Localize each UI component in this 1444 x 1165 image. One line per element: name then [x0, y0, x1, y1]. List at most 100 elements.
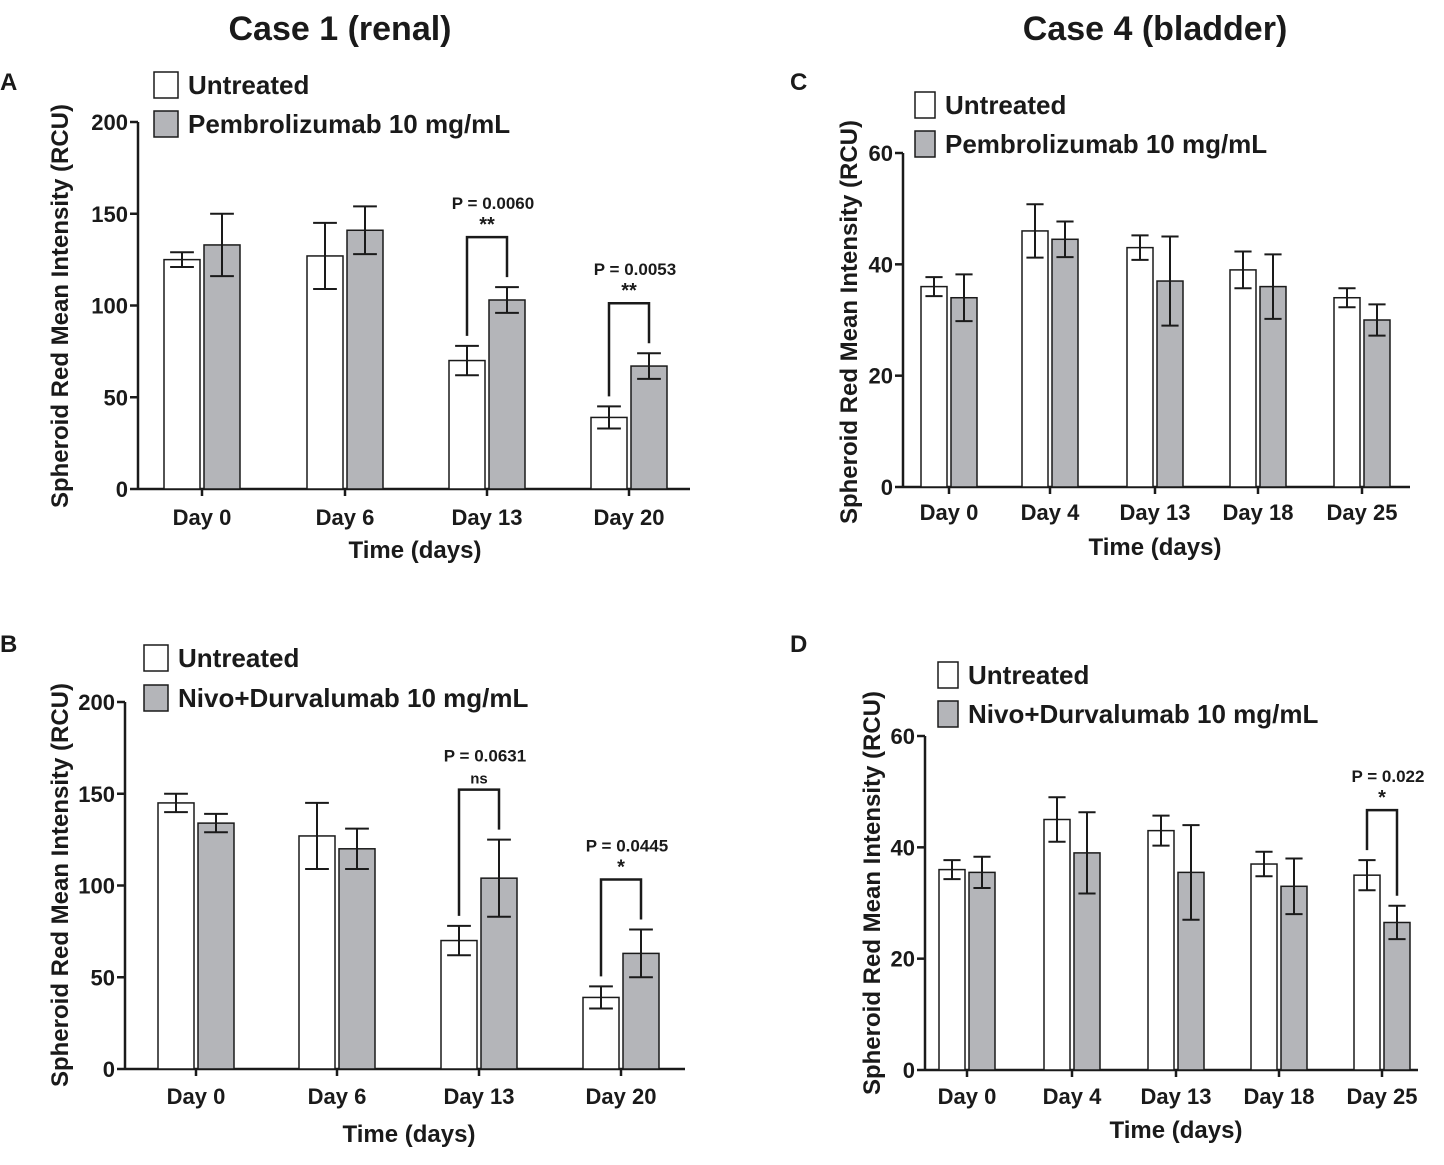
error-bar [313, 221, 337, 290]
bar-untreated [1333, 296, 1361, 488]
y-tick-label: 0 [903, 1058, 915, 1083]
error-bar [487, 838, 511, 918]
x-axis-label: Time (days) [1089, 534, 1222, 561]
error-bar [1285, 857, 1303, 916]
error-bar [1338, 287, 1356, 309]
error-bar [629, 928, 653, 979]
legend-swatch-treated [914, 130, 936, 158]
category-label: Day 13 [452, 505, 523, 530]
error-bar [1368, 303, 1386, 337]
legend-label-untreated: Untreated [178, 643, 299, 673]
bar-untreated [298, 835, 336, 1070]
error-bar [1078, 811, 1096, 895]
error-bar [1131, 234, 1149, 261]
x-axis-label: Time (days) [349, 537, 482, 564]
error-bar [447, 924, 471, 957]
y-axis-label: Spheroid Red Mean Intensity (RCU) [47, 683, 74, 1087]
legend-label-untreated: Untreated [188, 70, 309, 100]
p-value-label: P = 0.0053 [594, 260, 676, 279]
bar-untreated [1353, 874, 1381, 1071]
error-bar [353, 205, 377, 256]
legend-label-treated: Nivo+Durvalumab 10 mg/mL [178, 683, 528, 713]
y-tick-label: 60 [869, 141, 893, 166]
bar-treated [1363, 319, 1391, 488]
y-tick-label: 20 [869, 364, 893, 389]
category-label: Day 18 [1244, 1084, 1315, 1109]
error-bar [1056, 220, 1074, 259]
category-label: Day 20 [586, 1084, 657, 1109]
significance-marker: * [1378, 787, 1386, 809]
legend-swatch-untreated [914, 91, 936, 119]
bar-untreated [448, 359, 486, 490]
significance-bracket [599, 878, 643, 977]
bar-untreated [920, 285, 948, 488]
bar-treated [950, 296, 978, 488]
significance-marker: ** [479, 214, 495, 236]
bar-treated [968, 871, 996, 1071]
category-label: Day 13 [444, 1084, 515, 1109]
error-bar [637, 352, 661, 380]
category-label: Day 20 [594, 505, 665, 530]
category-label: Day 25 [1327, 500, 1398, 525]
category-label: Day 18 [1223, 500, 1294, 525]
error-bar [1182, 824, 1200, 921]
bar-treated [338, 848, 376, 1070]
category-label: Day 4 [1043, 1084, 1102, 1109]
category-label: Day 25 [1347, 1084, 1418, 1109]
error-bar [1161, 235, 1179, 327]
legend-swatch-treated [143, 684, 169, 712]
error-bar [589, 985, 613, 1010]
panel-letter: D [790, 631, 807, 658]
y-tick-label: 100 [91, 294, 128, 319]
legend-label-treated: Nivo+Durvalumab 10 mg/mL [968, 699, 1318, 729]
panel-letter: B [0, 631, 17, 658]
y-tick-label: 150 [91, 202, 128, 227]
significance-bracket [457, 788, 501, 916]
error-bar [943, 859, 961, 881]
category-label: Day 0 [938, 1084, 997, 1109]
y-tick-label: 0 [881, 475, 893, 500]
category-label: Day 0 [920, 500, 979, 525]
error-bar [1358, 859, 1376, 892]
bar-treated [488, 299, 526, 490]
bar-untreated [440, 939, 478, 1070]
error-bar [1152, 814, 1170, 847]
y-tick-label: 50 [104, 385, 128, 410]
y-tick-label: 20 [891, 947, 915, 972]
bar-treated [1259, 285, 1287, 488]
legend-swatch-untreated [153, 71, 179, 99]
bar-untreated [1021, 230, 1049, 488]
error-bar [204, 812, 228, 834]
panel-letter: A [0, 69, 17, 96]
column-title-left: Case 1 (renal) [229, 10, 452, 48]
y-tick-label: 200 [78, 690, 115, 715]
significance-bracket [465, 235, 509, 336]
y-tick-label: 0 [103, 1057, 115, 1082]
y-axis-label: Spheroid Red Mean Intensity (RCU) [47, 104, 74, 508]
y-tick-label: 0 [116, 477, 128, 502]
bar-treated [197, 822, 235, 1070]
bar-treated [630, 365, 668, 490]
error-bar [973, 855, 991, 889]
y-tick-label: 200 [91, 110, 128, 135]
column-title-right: Case 4 (bladder) [1023, 10, 1288, 48]
panel-a: A 0 50 100 150 200 Spheroid Red Mean Intensity… [0, 69, 690, 564]
bar-treated [1051, 238, 1079, 488]
bar-untreated [1126, 246, 1154, 488]
error-bar [495, 286, 519, 314]
error-bar [455, 344, 479, 377]
p-value-label: P = 0.0631 [444, 747, 526, 766]
category-label: Day 4 [1021, 500, 1080, 525]
bar-untreated [157, 802, 195, 1070]
bar-treated [1383, 921, 1411, 1071]
error-bar [597, 405, 621, 430]
bar-untreated [938, 868, 966, 1071]
legend-label-treated: Pembrolizumab 10 mg/mL [188, 109, 510, 139]
bar-untreated [1043, 818, 1071, 1071]
y-tick-label: 100 [78, 874, 115, 899]
bar-untreated [163, 258, 201, 490]
error-bar [1026, 203, 1044, 259]
